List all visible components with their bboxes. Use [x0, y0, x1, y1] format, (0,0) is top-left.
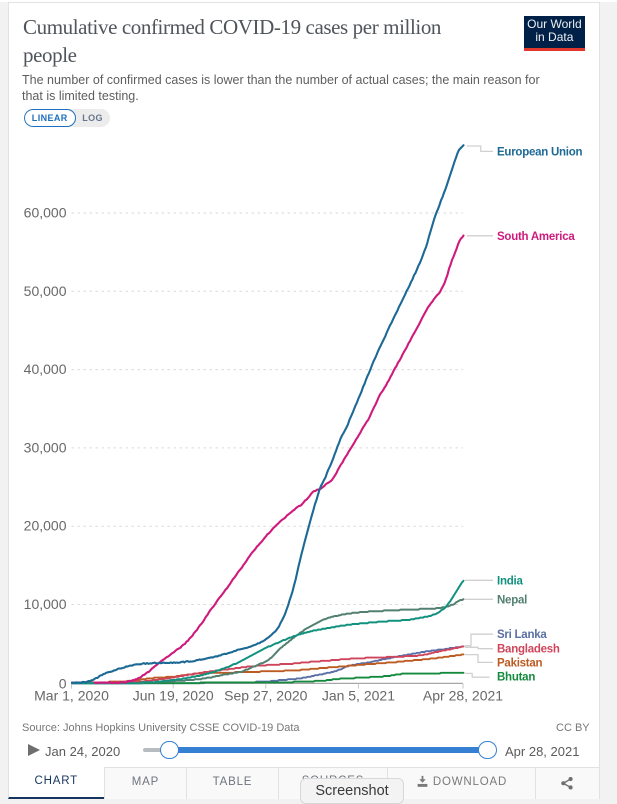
svg-text:Bangladesh: Bangladesh: [497, 644, 560, 656]
svg-text:Apr 28, 2021: Apr 28, 2021: [423, 687, 503, 703]
svg-text:Bhutan: Bhutan: [497, 672, 535, 684]
svg-text:Mar 1, 2020: Mar 1, 2020: [34, 687, 109, 703]
svg-text:50,000: 50,000: [24, 283, 67, 299]
svg-text:10,000: 10,000: [24, 596, 67, 612]
svg-text:60,000: 60,000: [24, 205, 67, 221]
svg-text:Jan 5, 2021: Jan 5, 2021: [322, 687, 395, 703]
svg-text:Nepal: Nepal: [497, 595, 527, 607]
svg-text:20,000: 20,000: [24, 518, 67, 534]
svg-text:0: 0: [59, 675, 67, 691]
svg-text:40,000: 40,000: [24, 361, 67, 377]
svg-text:European Union: European Union: [497, 147, 583, 159]
svg-text:Sep 27, 2020: Sep 27, 2020: [224, 687, 308, 703]
svg-text:South America: South America: [497, 231, 575, 243]
svg-text:Jun 19, 2020: Jun 19, 2020: [133, 687, 214, 703]
svg-text:Sri Lanka: Sri Lanka: [497, 629, 547, 641]
svg-text:India: India: [497, 575, 523, 587]
svg-text:Pakistan: Pakistan: [497, 657, 543, 669]
svg-text:30,000: 30,000: [24, 439, 67, 455]
